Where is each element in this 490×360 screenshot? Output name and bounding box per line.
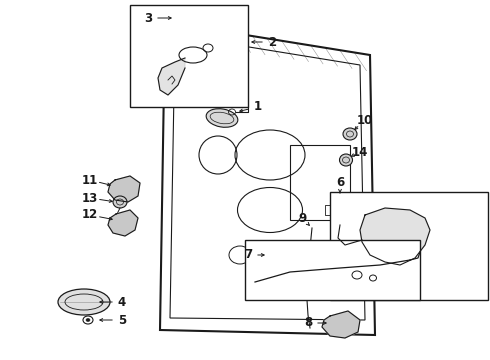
Text: 9: 9 xyxy=(298,211,306,225)
Text: 12: 12 xyxy=(82,208,98,221)
Bar xyxy=(330,192,488,300)
Polygon shape xyxy=(108,210,138,236)
Polygon shape xyxy=(108,176,140,202)
Text: 1: 1 xyxy=(254,100,262,113)
Text: 2: 2 xyxy=(268,36,276,49)
Text: 3: 3 xyxy=(144,12,152,24)
Bar xyxy=(337,200,359,245)
Ellipse shape xyxy=(206,109,238,127)
Text: 13: 13 xyxy=(82,192,98,204)
Ellipse shape xyxy=(113,196,127,208)
Ellipse shape xyxy=(58,289,110,315)
Polygon shape xyxy=(158,58,185,95)
Ellipse shape xyxy=(340,154,352,166)
Ellipse shape xyxy=(86,319,90,321)
Text: 6: 6 xyxy=(336,176,344,189)
Bar xyxy=(333,196,363,251)
Text: 11: 11 xyxy=(82,174,98,186)
Polygon shape xyxy=(322,311,360,338)
Text: 10: 10 xyxy=(357,113,373,126)
Polygon shape xyxy=(360,208,430,265)
Ellipse shape xyxy=(343,128,357,140)
Text: 5: 5 xyxy=(118,314,126,327)
Bar xyxy=(290,145,350,220)
Bar xyxy=(245,240,420,300)
Bar xyxy=(130,5,248,107)
Text: 8: 8 xyxy=(304,316,312,329)
Text: 7: 7 xyxy=(244,248,252,261)
Text: 4: 4 xyxy=(118,296,126,309)
Text: 14: 14 xyxy=(352,145,368,158)
